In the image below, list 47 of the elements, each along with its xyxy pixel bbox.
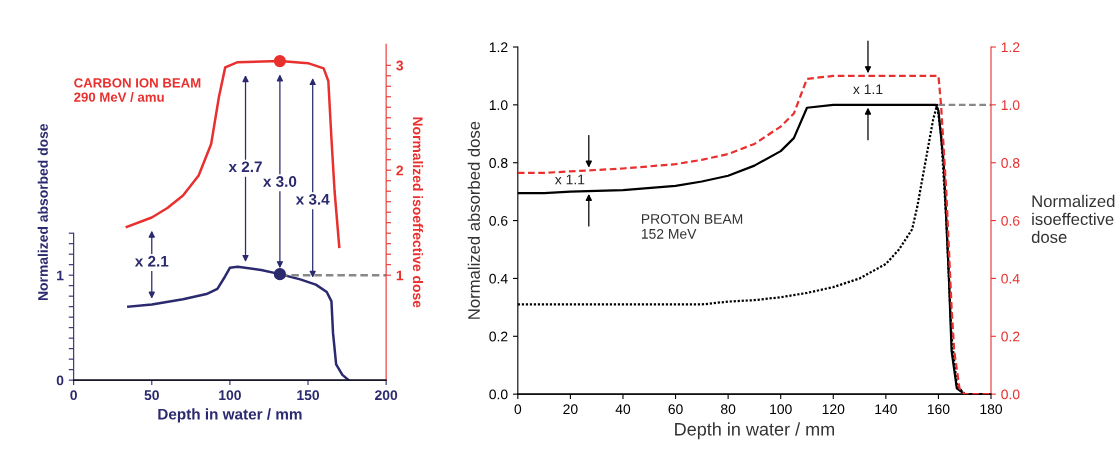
y-axis-title: Normalized absorbed dose [467,121,480,319]
x-tick-label: 40 [615,404,631,415]
y2-tick-label: 2 [396,165,404,176]
annotation: x 1.1 [554,174,585,185]
x-tick-label: 0 [514,404,522,415]
y2-tick-label: 0.2 [1001,331,1020,342]
x-tick-label: 20 [563,404,578,415]
x-tick-label: 160 [927,404,950,415]
y-tick-label: 0.2 [489,331,508,342]
x-tick-label: 100 [770,404,792,415]
annotation: x 2.7 [228,161,262,173]
x-tick-label: 60 [668,404,683,415]
x-tick-label: 200 [375,390,398,401]
y-tick-label: 0.8 [489,158,508,168]
y2-tick-label: 3 [396,60,404,71]
annotation: x 3.0 [263,176,297,187]
y2-tick-label: 0.0 [1001,389,1020,400]
x-tick-label: 140 [875,404,897,415]
y2-tick-label: 0.6 [1001,215,1020,226]
annotation: x 1.1 [853,84,883,94]
x-axis-title: Depth in water / mm [675,422,834,440]
annotation: CARBON ION BEAM 290 MeV / amu [74,78,201,102]
y2-tick-label: 0.8 [1001,158,1020,168]
y-axis-title: Normalized absorbed dose [37,123,48,301]
y-tick-label: 1.2 [489,42,508,53]
y2-tick-label: 0.4 [1001,273,1020,284]
x-tick-label: 80 [721,404,736,415]
y2-tick-label: 1 [396,270,404,281]
annotation: x 3.4 [295,193,330,205]
x-tick-label: 150 [297,390,320,401]
y2-tick-label: 1.2 [1001,42,1020,53]
x-tick-label: 180 [980,404,1003,415]
y2-tick-label: 1.0 [1001,100,1020,111]
y2-axis-title: Normalized isoeffective dose [1031,194,1115,243]
x-tick-label: 0 [70,390,77,401]
x-axis-title: Depth in water / mm [158,408,302,423]
x-tick-label: 100 [219,390,241,401]
annotation: PROTON BEAM 152 MeV [641,214,743,239]
y-tick-label: 0.0 [489,389,508,400]
line-series [127,265,350,381]
annotation: x 2.1 [134,255,169,267]
y-tick-label: 0.6 [489,215,508,226]
x-tick-label: 50 [144,390,159,401]
y-tick-label: 0.4 [489,273,508,284]
x-tick-label: 120 [822,404,845,415]
y-tick-label: 1.0 [489,100,508,111]
y2-axis-title: Normalized isoeffective dose [412,117,424,308]
